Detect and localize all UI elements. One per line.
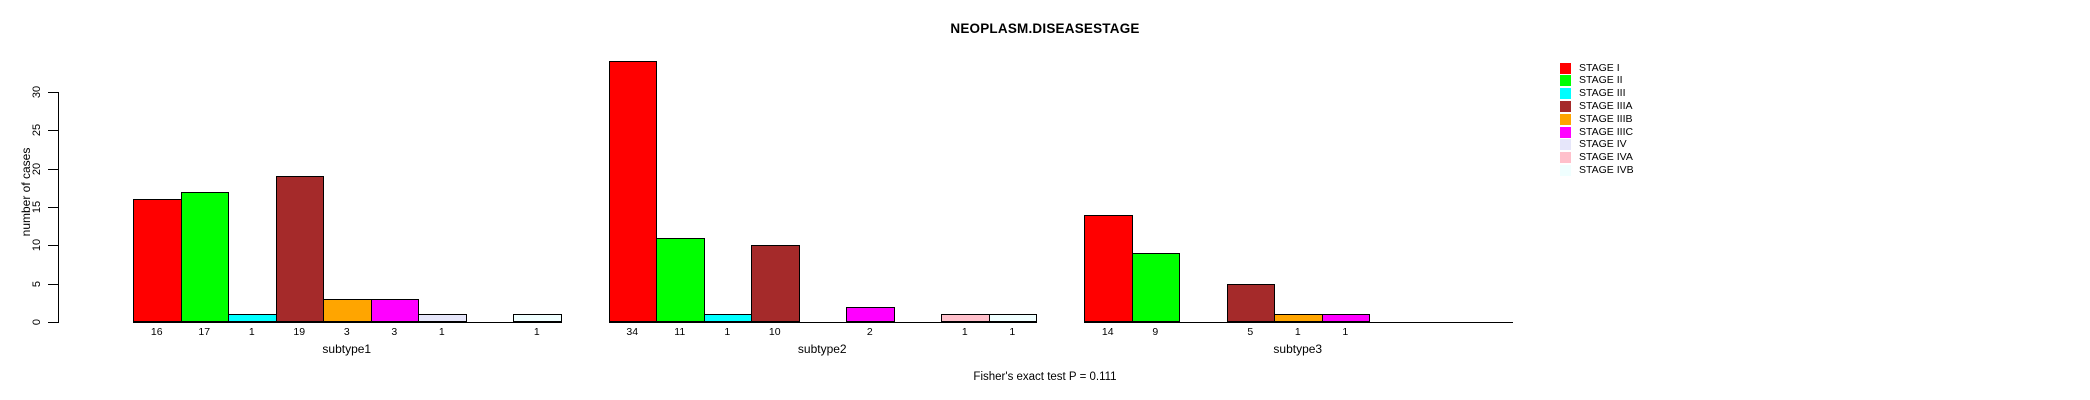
bar-value-label: 1 xyxy=(1342,326,1349,338)
legend-item-stage-iiib: STAGE IIIB xyxy=(1560,113,1632,125)
group-baseline xyxy=(133,322,562,323)
bar-value-label: 10 xyxy=(768,326,781,338)
bar-subtype3-stage-iiic xyxy=(1321,314,1370,322)
bar-value-label: 9 xyxy=(1152,326,1159,338)
legend-item-stage-iv: STAGE IV xyxy=(1560,139,1627,151)
group-label-subtype1: subtype1 xyxy=(322,342,372,356)
legend-item-stage-iii: STAGE III xyxy=(1560,88,1625,100)
legend-swatch xyxy=(1560,62,1571,74)
legend-label: STAGE III xyxy=(1579,87,1626,100)
bar-subtype3-stage-iiib xyxy=(1274,314,1323,322)
legend-item-stage-i: STAGE I xyxy=(1560,62,1620,74)
legend-item-stage-iiic: STAGE IIIC xyxy=(1560,126,1633,138)
legend-item-stage-iva: STAGE IVA xyxy=(1560,152,1633,164)
bar-value-label: 5 xyxy=(1247,326,1254,338)
y-tick-label: 25 xyxy=(31,124,43,137)
y-tick xyxy=(48,92,58,93)
bar-value-label: 16 xyxy=(150,326,163,338)
bar-value-label: 34 xyxy=(626,326,639,338)
bar-subtype3-stage-iiia xyxy=(1226,283,1275,322)
legend-label: STAGE IIIA xyxy=(1579,99,1633,112)
legend-swatch xyxy=(1560,100,1571,112)
legend-item-stage-iiia: STAGE IIIA xyxy=(1560,100,1632,112)
legend-label: STAGE IIIC xyxy=(1579,125,1634,138)
legend-swatch xyxy=(1560,88,1571,100)
group-baseline xyxy=(608,322,1037,323)
y-tick-label: 10 xyxy=(31,239,43,252)
bar-value-label: 1 xyxy=(248,326,255,338)
bar-subtype1-stage-iiic xyxy=(370,299,419,322)
bar-subtype3-stage-ii xyxy=(1131,253,1180,322)
bar-subtype2-stage-iva xyxy=(941,314,990,322)
y-tick-label: 30 xyxy=(31,85,43,99)
bar-value-label: 19 xyxy=(293,326,306,338)
y-tick-label: 0 xyxy=(31,318,43,326)
bar-value-label: 1 xyxy=(724,326,731,338)
bar-subtype1-stage-iii xyxy=(228,314,277,322)
y-tick xyxy=(48,245,58,247)
bar-subtype1-stage-iv xyxy=(418,314,467,322)
bar-value-label: 1 xyxy=(533,326,540,338)
bar-subtype1-stage-iiib xyxy=(323,299,372,322)
bar-subtype1-stage-ivb xyxy=(513,314,562,322)
bar-value-label: 1 xyxy=(1009,326,1016,338)
legend-item-stage-ii: STAGE II xyxy=(1560,75,1623,87)
y-tick xyxy=(48,322,58,323)
legend-label: STAGE IVB xyxy=(1579,164,1634,177)
legend-label: STAGE IV xyxy=(1579,138,1627,151)
bar-subtype2-stage-iii xyxy=(703,314,752,322)
bar-value-label: 11 xyxy=(674,326,686,338)
y-tick xyxy=(48,283,58,285)
group-label-subtype2: subtype2 xyxy=(797,342,847,356)
y-tick xyxy=(48,130,58,132)
y-tick-label: 20 xyxy=(31,162,43,175)
y-axis-line xyxy=(58,92,59,323)
legend-swatch xyxy=(1560,75,1571,87)
legend-item-stage-ivb: STAGE IVB xyxy=(1560,165,1634,177)
bar-value-label: 3 xyxy=(391,326,398,338)
bar-subtype2-stage-ii xyxy=(656,237,705,322)
legend-swatch xyxy=(1560,113,1571,125)
legend-swatch xyxy=(1560,126,1571,138)
bar-value-label: 17 xyxy=(198,326,211,338)
bar-subtype3-stage-i xyxy=(1084,214,1133,322)
chart-title: NEOPLASM.DISEASESTAGE xyxy=(950,21,1140,36)
bar-subtype1-stage-ii xyxy=(180,191,229,322)
legend-swatch xyxy=(1560,152,1571,164)
bar-value-label: 14 xyxy=(1101,326,1114,338)
y-tick xyxy=(48,207,58,208)
bar-value-label: 2 xyxy=(866,326,873,338)
y-tick-label: 15 xyxy=(31,200,43,214)
y-tick-label: 5 xyxy=(31,280,43,287)
fisher-test-annotation: Fisher's exact test P = 0.111 xyxy=(973,371,1117,383)
y-axis-title: number of cases xyxy=(19,147,33,237)
legend-swatch xyxy=(1560,139,1571,151)
bar-value-label: 1 xyxy=(1294,326,1301,338)
legend-label: STAGE IVA xyxy=(1579,151,1633,164)
group-label-subtype3: subtype3 xyxy=(1273,342,1323,356)
bar-subtype1-stage-i xyxy=(133,199,182,322)
legend-label: STAGE IIIB xyxy=(1579,112,1633,125)
bar-value-label: 1 xyxy=(961,326,968,338)
bar-value-label: 1 xyxy=(438,326,445,338)
bar-subtype1-stage-iiia xyxy=(275,176,324,322)
bar-value-label: 3 xyxy=(343,326,350,338)
legend-label: STAGE II xyxy=(1579,74,1623,87)
bar-subtype2-stage-i xyxy=(608,61,657,322)
group-baseline xyxy=(1084,322,1513,323)
bar-subtype2-stage-iiia xyxy=(751,245,800,322)
legend-swatch xyxy=(1560,165,1571,177)
y-tick xyxy=(48,168,58,170)
legend-label: STAGE I xyxy=(1579,61,1620,74)
bar-subtype2-stage-ivb xyxy=(988,314,1037,322)
bar-subtype2-stage-iiic xyxy=(846,306,895,322)
